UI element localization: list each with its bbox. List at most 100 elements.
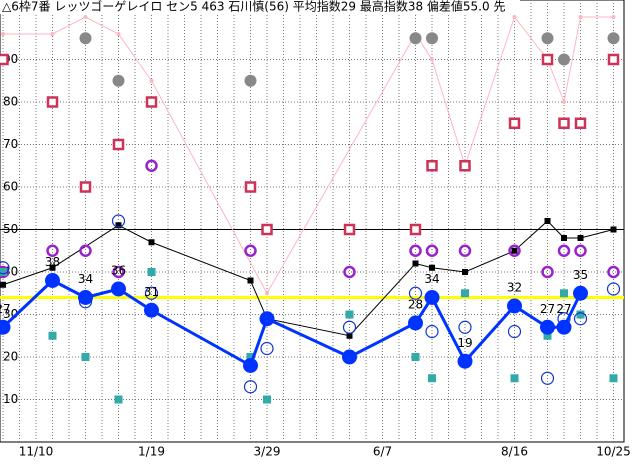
teal-square [609, 374, 618, 383]
double-square [558, 117, 570, 129]
dot [83, 15, 88, 19]
x-tick-label: 10/25 [596, 445, 631, 459]
purple-circle [508, 244, 521, 257]
index-point [259, 311, 275, 327]
value-label: 38 [45, 255, 60, 269]
small-square [148, 239, 155, 246]
gray-circle [79, 32, 92, 45]
y-tick-label: 70 [3, 137, 18, 151]
teal-square [576, 310, 585, 319]
value-label: 27 [556, 302, 571, 316]
value-label: 34 [78, 272, 93, 286]
blue-circle [573, 312, 588, 326]
purple-circle [425, 244, 439, 257]
double-square [426, 160, 438, 172]
small-square [429, 264, 435, 271]
double-square [46, 96, 59, 108]
x-tick-label: 3/29 [254, 445, 281, 459]
double-square [343, 223, 356, 236]
teal-square [510, 374, 519, 383]
gray-circle [244, 74, 257, 87]
double-square [409, 223, 422, 236]
purple-circle [607, 265, 620, 279]
y-tick-label: 10 [3, 392, 18, 406]
blue-circle [458, 320, 472, 334]
small-square [49, 264, 56, 271]
blue-circle [342, 320, 357, 334]
index-point [507, 298, 522, 314]
dot [512, 15, 517, 19]
x-tick-label: 1/19 [138, 445, 165, 459]
gray-circle [426, 32, 438, 45]
value-label: 32 [507, 281, 522, 295]
blue-circle [144, 286, 159, 300]
purple-circle [541, 265, 554, 279]
double-square [508, 117, 521, 129]
value-label: 36 [111, 264, 126, 278]
small-square [0, 281, 6, 288]
purple-circle [244, 244, 257, 257]
index-point [78, 290, 93, 305]
index-point [243, 358, 258, 373]
value-label: 35 [573, 268, 588, 282]
purple-circle [458, 244, 472, 257]
double-square [607, 53, 620, 66]
index-point [45, 273, 60, 288]
small-square [412, 260, 419, 267]
small-square [115, 222, 122, 229]
purple-circle [112, 265, 125, 279]
gray-circle [409, 32, 422, 45]
purple-circle [46, 244, 59, 257]
teal-square [114, 395, 123, 404]
value-label: 27 [540, 302, 555, 316]
blue-circle [507, 324, 522, 339]
index-point [424, 290, 440, 305]
value-label: 19 [457, 336, 472, 350]
small-square [247, 277, 254, 284]
dot [50, 32, 55, 36]
y-tick-label: 80 [3, 95, 18, 109]
small-square [561, 235, 567, 241]
small-square [346, 332, 353, 339]
double-square [79, 181, 92, 193]
teal-square [0, 268, 7, 276]
value-label: 31 [144, 285, 159, 299]
purple-circle [145, 159, 158, 172]
chart-title: △6枠7番 レッツゴーゲレイロ セン5 463 石川慎(56) 平均指数29 最… [2, 0, 505, 14]
gray-circle [607, 32, 620, 45]
blue-circle [408, 286, 423, 300]
small-square [462, 269, 468, 275]
teal-square [411, 353, 420, 361]
double-square [574, 117, 587, 129]
blue-circle [243, 380, 258, 394]
gray-circle [541, 32, 554, 45]
blue-circle [111, 214, 126, 228]
index-point [144, 302, 159, 318]
index-point [342, 349, 357, 365]
blue-circle [540, 371, 555, 385]
double-square [145, 96, 158, 108]
index-point [0, 319, 11, 335]
value-label: 34 [424, 272, 439, 286]
dot [116, 32, 121, 36]
title-bg [0, 0, 520, 14]
dot [562, 100, 566, 104]
y-tick-label: 20 [3, 350, 18, 364]
index-point [408, 315, 423, 331]
index-point [540, 319, 555, 335]
teal-square [81, 353, 90, 361]
series-line [3, 15, 614, 295]
small-square [511, 247, 518, 254]
double-square [112, 138, 125, 151]
teal-square [461, 289, 469, 298]
double-square [0, 53, 9, 66]
dot [149, 78, 154, 83]
value-label: 28 [408, 298, 423, 312]
double-square [459, 160, 471, 172]
purple-circle [79, 244, 92, 257]
double-square [244, 181, 257, 193]
teal-square [147, 268, 156, 276]
gray-circle [112, 74, 125, 87]
purple-circle [557, 244, 571, 257]
